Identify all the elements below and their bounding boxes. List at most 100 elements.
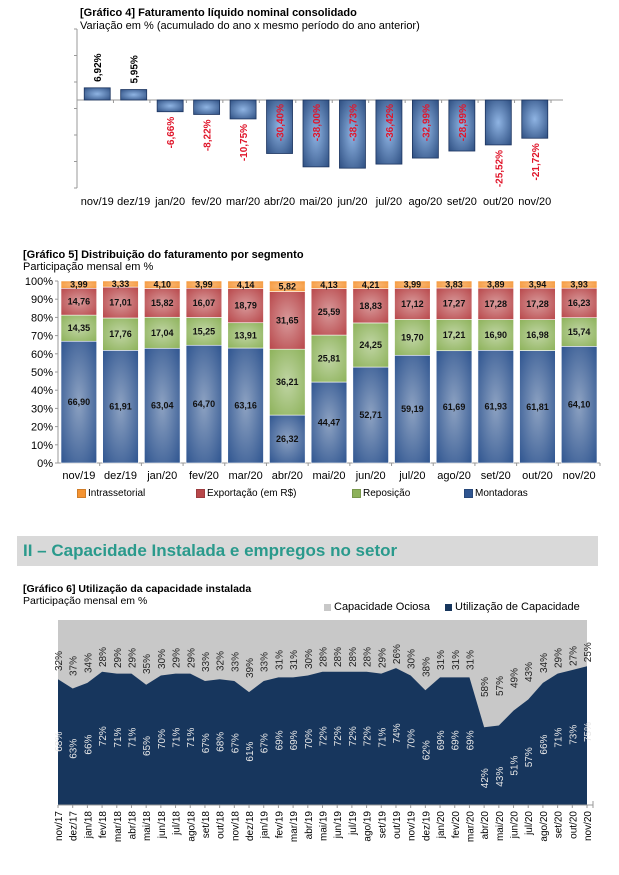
utilizacao-label: 72% — [363, 726, 374, 746]
x-label: nov/18 — [230, 811, 241, 841]
chart6-subtitle: Participação mensal em % — [23, 595, 148, 607]
chart6-title: [Gráfico 6] Utilização da capacidade ins… — [23, 583, 252, 595]
data-label: 16,07 — [193, 298, 216, 308]
x-label: dez/19 — [104, 470, 137, 482]
data-label: 3,99 — [404, 280, 422, 290]
x-label: jul/20 — [398, 470, 425, 482]
x-label: mar/20 — [228, 470, 262, 482]
ociosa-label: 43% — [524, 662, 535, 682]
data-label: 4,10 — [153, 280, 171, 290]
segment-reposição — [102, 317, 139, 351]
ociosa-label: 31% — [451, 650, 462, 670]
utilizacao-label: 70% — [407, 729, 418, 749]
y-tick-label: 0% — [37, 458, 53, 470]
data-label: -38,00% — [312, 104, 323, 141]
data-label: 17,28 — [526, 299, 549, 309]
utilizacao-label: 51% — [510, 755, 521, 775]
y-tick-label: 80% — [31, 312, 53, 324]
utilizacao-label: 43% — [495, 767, 506, 787]
data-label: 14,76 — [68, 297, 91, 307]
x-label: dez/19 — [117, 196, 150, 208]
utilizacao-label: 71% — [377, 727, 388, 747]
x-label: mai/20 — [495, 811, 506, 841]
utilizacao-label: 75% — [583, 722, 594, 742]
data-label: -28,99% — [458, 104, 469, 141]
x-label: jul/20 — [375, 196, 402, 208]
data-label: -8,22% — [203, 119, 214, 151]
utilizacao-label: 69% — [289, 730, 300, 750]
ociosa-label: 31% — [465, 650, 476, 670]
ociosa-label: 25% — [583, 642, 594, 662]
segment-reposição — [561, 317, 598, 347]
utilizacao-label: 73% — [568, 725, 579, 745]
ociosa-label: 49% — [510, 668, 521, 688]
data-label: 64,10 — [568, 400, 591, 410]
segment-montadoras — [310, 381, 348, 464]
y-tick-label: 50% — [31, 367, 53, 379]
segment-exportação — [102, 286, 139, 319]
data-label: 26,32 — [276, 434, 299, 444]
utilizacao-label: 74% — [392, 723, 403, 743]
segment-montadoras — [102, 350, 139, 464]
ociosa-label: 31% — [436, 650, 447, 670]
chart5-svg: 0% 10% 20% 30% 40% 50% 60% 70% 80% 90% 100% 66,90 14… — [25, 276, 601, 482]
section-header: II – Capacidade Instalada e empregos no … — [17, 536, 598, 566]
data-label: 17,28 — [485, 299, 508, 309]
ociosa-label: 28% — [348, 647, 359, 667]
utilizacao-label: 70% — [304, 729, 315, 749]
x-label: mar/18 — [113, 811, 124, 843]
segment-intrassetorial — [102, 280, 139, 288]
segment-exportação — [352, 288, 389, 324]
chart5-legend-exportacao: Exportação (em R$) — [196, 488, 296, 499]
data-label: 4,13 — [320, 280, 338, 290]
x-label: out/20 — [483, 196, 514, 208]
data-label: 63,16 — [234, 401, 257, 411]
legend-swatch — [445, 603, 452, 611]
x-label: ago/19 — [363, 811, 374, 842]
segment-reposição — [144, 316, 181, 349]
x-label: mar/19 — [289, 811, 300, 843]
utilizacao-label: 71% — [186, 727, 197, 747]
data-label: 3,94 — [529, 280, 547, 290]
utilizacao-label: 63% — [69, 739, 80, 759]
y-tick-label: 100% — [25, 276, 53, 288]
ociosa-label: 28% — [333, 647, 344, 667]
data-label: -25,52% — [494, 150, 505, 187]
bar-set/20 — [448, 99, 476, 152]
ociosa-label: 33% — [230, 652, 241, 672]
data-label: 36,21 — [276, 377, 299, 387]
segment-exportação — [310, 288, 348, 336]
utilizacao-label: 67% — [260, 733, 271, 753]
utilizacao-label: 71% — [127, 727, 138, 747]
x-label: out/18 — [216, 811, 227, 839]
x-label: abr/19 — [304, 811, 315, 840]
data-label: 15,74 — [568, 327, 591, 337]
segment-intrassetorial — [310, 280, 348, 289]
utilizacao-label: 70% — [157, 729, 168, 749]
utilizacao-label: 66% — [539, 734, 550, 754]
data-label: 19,70 — [401, 332, 424, 342]
segment-intrassetorial — [185, 280, 223, 289]
legend-label: Montadoras — [475, 488, 528, 499]
data-label: 3,93 — [570, 280, 588, 290]
x-label: abr/20 — [272, 470, 303, 482]
x-label: jan/20 — [154, 196, 185, 208]
data-label: 61,93 — [485, 402, 508, 412]
ociosa-label: 33% — [260, 652, 271, 672]
ociosa-label: 28% — [98, 647, 109, 667]
segment-exportação — [477, 287, 514, 320]
ociosa-label: 35% — [142, 654, 153, 674]
legend-swatch — [77, 489, 86, 498]
data-label: 4,21 — [362, 280, 380, 290]
y-tick-label: 40% — [31, 385, 53, 397]
legend-swatch — [352, 489, 361, 498]
segment-montadoras — [60, 340, 97, 464]
bar-jan/20 — [156, 99, 184, 113]
data-label: 14,35 — [68, 323, 91, 333]
x-label: fev/20 — [189, 470, 219, 482]
data-label: 66,90 — [68, 397, 91, 407]
chart4-title: [Gráfico 4] Faturamento líquido nominal … — [80, 7, 357, 19]
x-label: nov/19 — [81, 196, 114, 208]
segment-montadoras — [269, 414, 306, 464]
x-label: nov/20 — [518, 196, 551, 208]
